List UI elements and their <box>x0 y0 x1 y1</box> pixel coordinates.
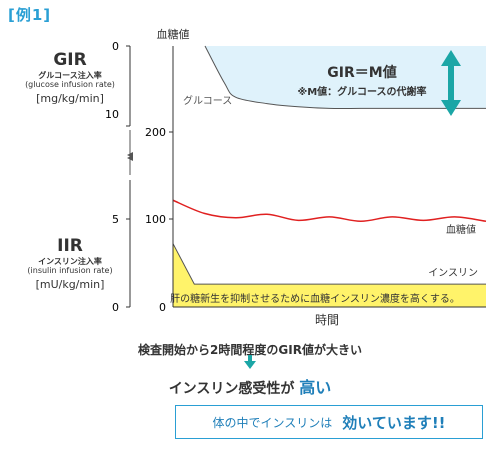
gir-equation: GIR＝M値 <box>327 64 396 81</box>
example-heading: [例1] <box>8 6 52 24</box>
chart: 0 10 5 0 血糖値 200 100 0 GIR＝M値 ※M値：グルコースの… <box>105 27 487 327</box>
summary-line-2: インスリン感受性が 高い <box>0 374 500 398</box>
result-prefix: 体の中でインスリンは <box>212 415 333 430</box>
x-axis-label: 時間 <box>315 313 339 327</box>
insulin-band-text: 肝の糖新生を抑制させるために血糖インスリン濃度を高くする。 <box>170 292 460 305</box>
iir-tick-label-0: 0 <box>112 301 119 314</box>
gir-note: ※M値：グルコースの代謝率 <box>298 85 427 98</box>
gir-unit: [mg/kg/min] <box>36 92 104 105</box>
result-emphasis: 効いています!! <box>342 413 446 432</box>
down-arrow-icon <box>244 355 256 369</box>
iir-subtitle-jp: インスリン注入率 <box>38 257 102 266</box>
iir-subtitle-en: (insulin infusion rate) <box>27 266 113 275</box>
insulin-area <box>173 243 486 307</box>
bs-tick-label-0: 0 <box>159 301 166 314</box>
summary-line-2-highlight: 高い <box>299 378 332 397</box>
gir-tick-label-10: 10 <box>105 108 119 121</box>
summary-line-2-prefix: インスリン感受性が <box>168 381 295 397</box>
result-box: 体の中でインスリンは 効いています!! <box>175 405 483 439</box>
blood-sugar-label: 血糖値 <box>446 223 476 236</box>
insulin-label: インスリン <box>428 268 478 279</box>
gir-height-arrow <box>441 50 461 116</box>
glucose-axis-label: 血糖値 <box>157 27 190 41</box>
gir-subtitle-en: (glucose infusion rate) <box>25 80 115 89</box>
gir-title: GIR <box>53 50 87 70</box>
summary-line-1: 検査開始から2時間程度のGIR値が大きい <box>138 343 362 357</box>
insulin-curve <box>172 243 486 285</box>
iir-unit: [mU/kg/min] <box>35 278 105 291</box>
iir-tick-label-5: 5 <box>112 213 119 226</box>
gir-subtitle-jp: グルコース注入率 <box>38 71 102 80</box>
bs-tick-label-200: 200 <box>145 126 166 139</box>
gir-area <box>205 46 486 109</box>
gir-tick-label-0: 0 <box>112 40 119 53</box>
blood-sugar-curve <box>172 199 487 223</box>
bs-tick-label-100: 100 <box>145 213 166 226</box>
iir-title: IIR <box>57 236 83 256</box>
glucose-curve <box>204 45 486 110</box>
glucose-curve-label: グルコース <box>183 94 232 107</box>
